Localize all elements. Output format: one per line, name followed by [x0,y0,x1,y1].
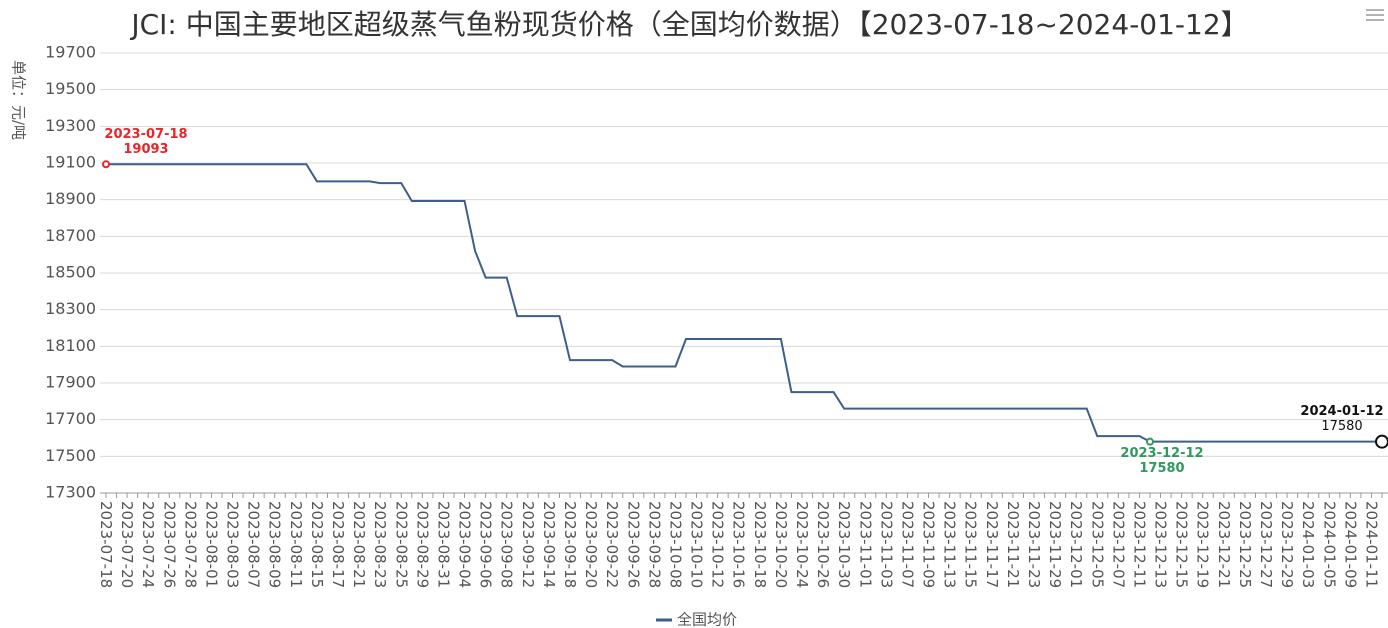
y-tick-label: 17700 [45,409,96,428]
y-tick-label: 19100 [45,153,96,172]
x-tick-label: 2023-10-10 [688,501,706,588]
x-tick-label: 2023-10-16 [730,501,748,588]
x-tick-label: 2023-11-17 [983,501,1001,588]
x-tick-label: 2023-12-25 [1236,501,1254,588]
marker-value: 17580 [1321,419,1362,434]
x-tick-label: 2023-11-13 [941,501,959,588]
x-tick-label: 2023-10-20 [772,501,790,588]
x-tick-label: 2023-08-09 [266,501,284,588]
y-tick-label: 18300 [45,299,96,318]
y-tick-label: 19300 [45,116,96,135]
y-tick-label: 19700 [45,43,96,62]
y-tick-label: 19500 [45,79,96,98]
x-tick-label: 2023-08-31 [434,501,452,588]
marker-value: 17580 [1139,461,1184,476]
x-tick-label: 2023-09-20 [582,501,600,588]
chart-title: JCI: 中国主要地区超级蒸气鱼粉现货价格（全国均价数据）【2023-07-18… [129,8,1248,41]
marker-date: 2024-01-12 [1300,404,1383,419]
line [106,163,1382,443]
x-tick-label: 2023-10-08 [666,501,684,588]
x-tick-label: 2023-08-15 [308,501,326,588]
x-tick-label: 2023-10-26 [814,501,832,588]
y-tick-label: 18900 [45,189,96,208]
x-tick-label: 2024-01-05 [1320,501,1338,588]
x-tick-label: 2023-12-21 [1215,501,1233,588]
x-tick-label: 2023-08-29 [413,501,431,588]
x-tick-label: 2023-11-21 [1004,501,1022,588]
y-tick-label: 17500 [45,446,96,465]
marker-date: 2023-07-18 [104,127,187,142]
menu-icon[interactable] [1366,9,1384,21]
x-tick-label: 2023-07-28 [181,501,199,588]
y-axis-label: 单位：元/吨 [10,60,28,140]
x-tick-label: 2023-10-30 [835,501,853,588]
x-tick-label: 2023-12-05 [1088,501,1106,588]
x-tick-label: 2023-10-18 [751,501,769,588]
x-tick-label: 2023-11-07 [898,501,916,588]
x-tick-label: 2023-08-23 [371,501,389,588]
x-tick-label: 2023-10-24 [793,501,811,588]
x-tick-label: 2023-08-03 [224,501,242,588]
x-tick-label: 2023-09-26 [624,501,642,588]
marker-date: 2023-12-12 [1120,446,1203,461]
y-tick-label: 18700 [45,226,96,245]
x-tick-label: 2023-09-28 [645,501,663,588]
x-tick-label: 2023-09-04 [456,501,474,588]
x-tick-label: 2023-12-29 [1278,501,1296,588]
x-tick-label: 2023-12-27 [1257,501,1275,588]
x-tick-label: 2023-09-18 [561,501,579,588]
x-tick-label: 2023-09-12 [519,501,537,588]
x-tick-label: 2023-08-01 [202,501,220,588]
marker-point [102,160,110,169]
marker-point [1146,437,1154,446]
x-tick-label: 2023-09-14 [540,501,558,588]
x-tick-label: 2024-01-09 [1341,501,1359,588]
x-tick-label: 2023-12-13 [1152,501,1170,588]
x-tick-label: 2023-10-12 [709,501,727,588]
y-tick-label: 18100 [45,336,96,355]
x-tick-label: 2023-08-17 [329,501,347,588]
x-tick-label: 2023-09-06 [477,501,495,588]
x-tick-label: 2023-07-24 [139,501,157,588]
x-tick-label: 2023-11-29 [1046,501,1064,588]
x-tick-label: 2023-09-22 [603,501,621,588]
x-tick-label: 2023-12-19 [1194,501,1212,588]
y-tick-label: 18500 [45,263,96,282]
x-tick-label: 2023-07-26 [160,501,178,588]
x-tick-label: 2023-11-03 [877,501,895,588]
x-tick-label: 2023-11-09 [920,501,938,588]
x-tick-label: 2023-12-07 [1109,501,1127,588]
x-tick-label: 2023-08-21 [350,501,368,588]
marker-value: 19093 [123,142,168,157]
y-tick-label: 17900 [45,373,96,392]
x-tick-label: 2023-08-07 [245,501,263,588]
x-tick-label: 2024-01-03 [1299,501,1317,588]
x-tick-label: 2023-12-15 [1173,501,1191,588]
x-tick-label: 2023-12-01 [1067,501,1085,588]
x-tick-label: 2023-09-08 [498,501,516,588]
legend-label: 全国均价 [677,611,737,628]
x-tick-label: 2023-11-15 [962,501,980,588]
x-tick-label: 2023-12-11 [1130,501,1148,588]
x-tick-label: 2023-07-18 [97,501,115,588]
y-tick-label: 17300 [45,483,96,502]
x-tick-label: 2023-08-11 [287,501,305,588]
x-tick-label: 2023-11-23 [1025,501,1043,588]
x-tick-label: 2023-08-25 [392,501,410,588]
marker-point [1375,434,1388,449]
x-tick-label: 2023-07-20 [118,501,136,588]
x-tick-label: 2024-01-11 [1362,501,1380,588]
x-tick-label: 2023-11-01 [856,501,874,588]
